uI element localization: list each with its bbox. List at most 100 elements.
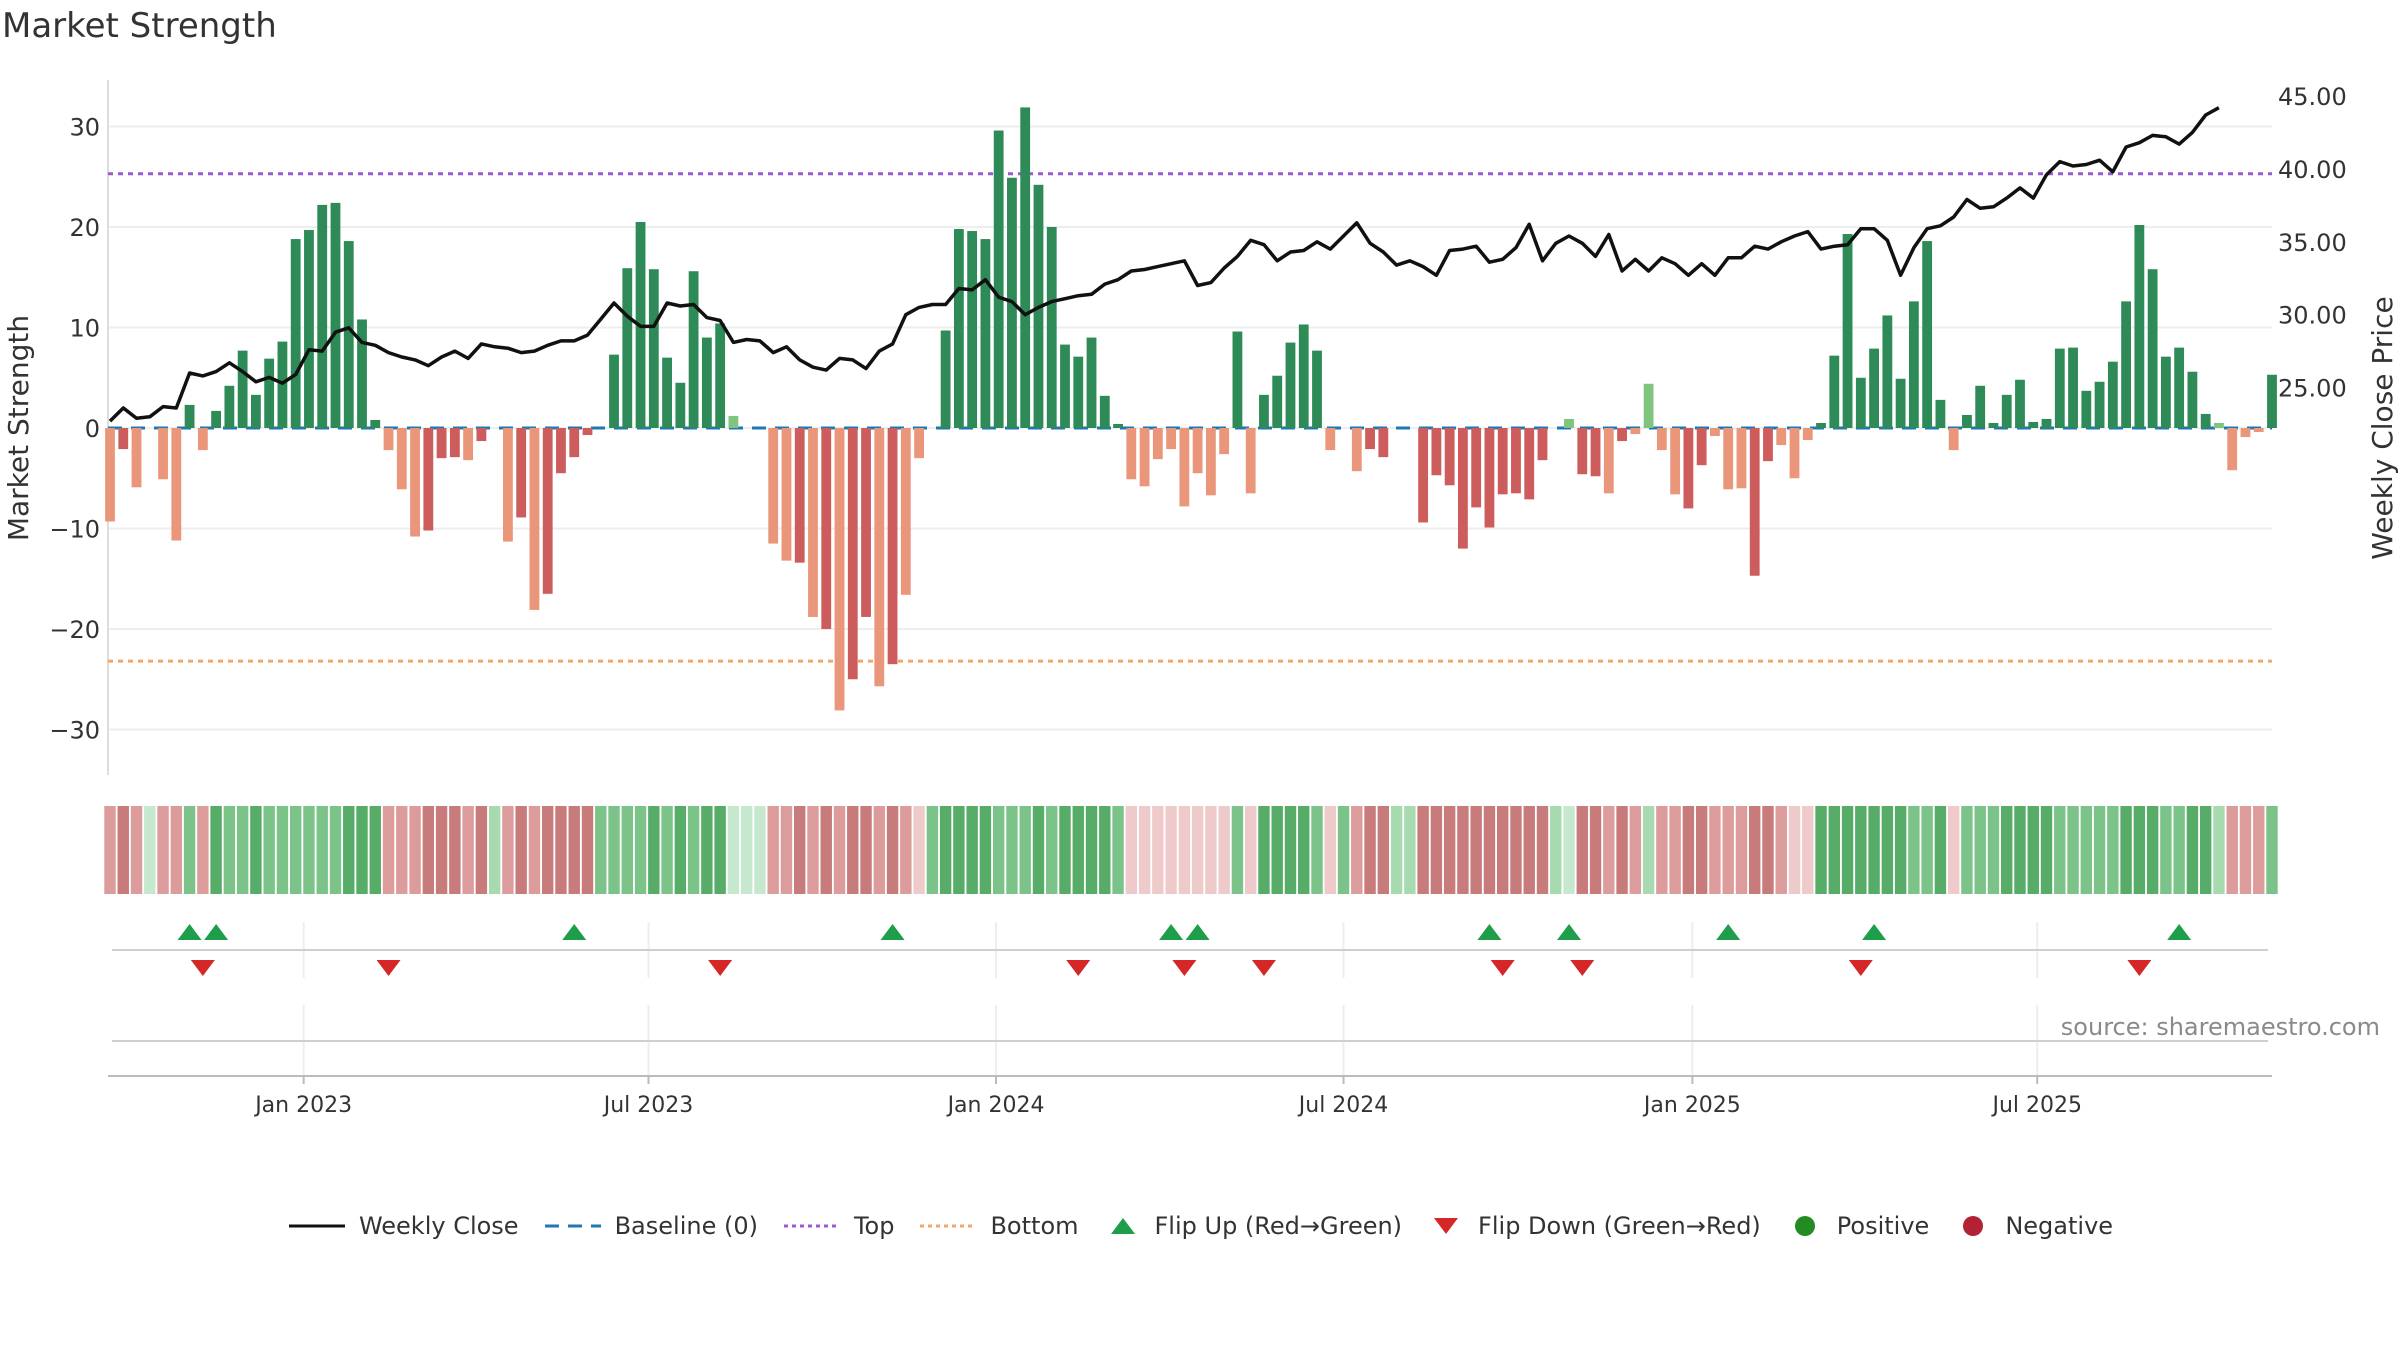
legend-label: Flip Down (Green→Red): [1478, 1212, 1761, 1240]
strength-bar: [794, 428, 805, 563]
strength-bar: [2253, 428, 2264, 433]
strength-bar: [861, 428, 871, 617]
strength-bar: [1935, 399, 1946, 428]
strength-bar: [1205, 428, 1216, 496]
heat-cell: [1868, 806, 1880, 894]
heat-cell: [1961, 806, 1973, 894]
strength-bar: [1882, 315, 1893, 428]
strength-bar: [105, 428, 115, 522]
strength-bar: [2107, 361, 2118, 428]
legend-label: Positive: [1836, 1212, 1930, 1240]
strength-bar: [821, 428, 832, 629]
heat-cell: [648, 806, 660, 894]
heat-cell: [1178, 806, 1191, 894]
strength-bar: [436, 428, 447, 459]
strength-bar: [1537, 428, 1548, 461]
strength-bar: [1855, 377, 1866, 428]
heat-cell: [2186, 806, 2199, 894]
strength-bar: [1776, 428, 1787, 446]
strength-bar: [1577, 428, 1588, 475]
strength-bar: [2041, 418, 2052, 428]
strength-bar: [1617, 428, 1627, 442]
heat-cell: [1788, 806, 1801, 894]
strength-bar: [715, 323, 726, 428]
heat-cell: [276, 806, 289, 894]
strength-bar: [2227, 428, 2238, 471]
heat-cell: [2146, 806, 2159, 894]
heat-cell: [409, 806, 421, 894]
heat-cell: [2040, 806, 2053, 894]
heat-cell: [2266, 806, 2278, 894]
strength-bar: [1298, 324, 1309, 428]
weekly-close-line: [108, 106, 2220, 423]
flip-down-marker: [1066, 960, 1091, 976]
heat-cell: [1656, 806, 1668, 894]
flip-up-icon: [1110, 1218, 1135, 1234]
x-tick-label: Jul 2023: [602, 1093, 694, 1118]
strength-bar: [1192, 428, 1203, 474]
strength-bar: [1166, 428, 1177, 450]
heat-cell: [2014, 806, 2026, 894]
heat-cell: [1284, 806, 1297, 894]
heat-cell: [1536, 806, 1549, 894]
chart-title: Market Strength: [2, 6, 277, 46]
heat-cell: [1881, 806, 1894, 894]
flip-up-marker: [1185, 924, 1210, 940]
heat-cell: [1138, 806, 1151, 894]
strength-bar: [781, 428, 792, 561]
strength-bar: [516, 428, 527, 518]
strength-bar: [622, 268, 633, 428]
strength-bar: [940, 330, 951, 428]
heat-cell: [502, 806, 514, 894]
strength-bar: [808, 428, 818, 617]
heat-cell: [2067, 806, 2079, 894]
y2-tick-label: 30.00: [2278, 302, 2347, 330]
heat-cell: [369, 806, 381, 894]
strength-bar: [900, 428, 911, 595]
strength-bar: [2081, 390, 2092, 428]
heat-cell: [1470, 806, 1482, 894]
heat-cell: [1231, 806, 1244, 894]
heat-cell: [1390, 806, 1403, 894]
y-tick-label: 20: [69, 214, 100, 242]
strength-bar: [662, 357, 672, 428]
heat-cell: [130, 806, 143, 894]
heat-cell: [979, 806, 992, 894]
heat-cell: [1404, 806, 1416, 894]
strength-bar: [1139, 428, 1150, 487]
y-tick-label: −20: [49, 616, 100, 644]
strength-bar: [1444, 428, 1455, 486]
legend-label: Baseline (0): [614, 1212, 758, 1240]
heat-cell: [1324, 806, 1336, 894]
strength-bar: [2214, 422, 2224, 428]
heat-cell: [1099, 806, 1111, 894]
heat-cell: [1496, 806, 1509, 894]
heat-cell: [488, 806, 501, 894]
strength-bar: [2121, 301, 2132, 428]
strength-bar: [1524, 428, 1535, 500]
heat-cell: [1576, 806, 1588, 894]
strength-bar: [556, 428, 566, 474]
strength-bar: [675, 382, 686, 428]
legend-item-weekly-close: Weekly Close: [287, 1212, 519, 1240]
strength-bar: [1948, 428, 1959, 451]
heat-cell: [754, 806, 766, 894]
flip-down-marker: [1570, 960, 1595, 976]
heat-cell: [1616, 806, 1628, 894]
heat-cell: [2054, 806, 2066, 894]
strength-bar: [237, 350, 248, 428]
strength-bar: [914, 428, 924, 459]
strength-bar: [688, 271, 699, 428]
strength-bar: [2200, 413, 2211, 428]
legend-item-flip-up: Flip Up (Red→Green): [1103, 1212, 1402, 1240]
heat-cell: [873, 806, 886, 894]
strength-bar: [1511, 428, 1521, 494]
legend-label: Negative: [2005, 1212, 2114, 1240]
heat-cell: [422, 806, 435, 894]
strength-bar: [1789, 428, 1800, 479]
heat-cell: [329, 806, 342, 894]
heat-cell: [714, 806, 726, 894]
heat-cell: [1046, 806, 1058, 894]
baseline-swatch: [544, 1224, 601, 1228]
strength-bar: [874, 428, 885, 687]
